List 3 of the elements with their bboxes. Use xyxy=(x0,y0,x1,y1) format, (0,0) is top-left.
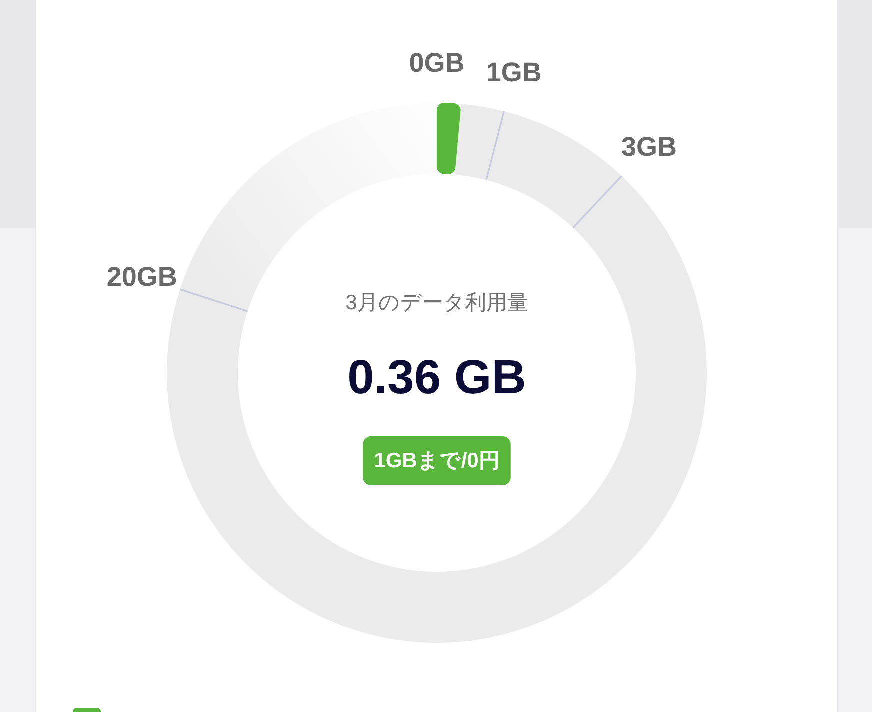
title: 3月のデータ利用量 xyxy=(346,292,528,314)
annotation: 1GBまで/0円 xyxy=(374,450,500,472)
annotation: 0.36 GB xyxy=(348,352,526,404)
